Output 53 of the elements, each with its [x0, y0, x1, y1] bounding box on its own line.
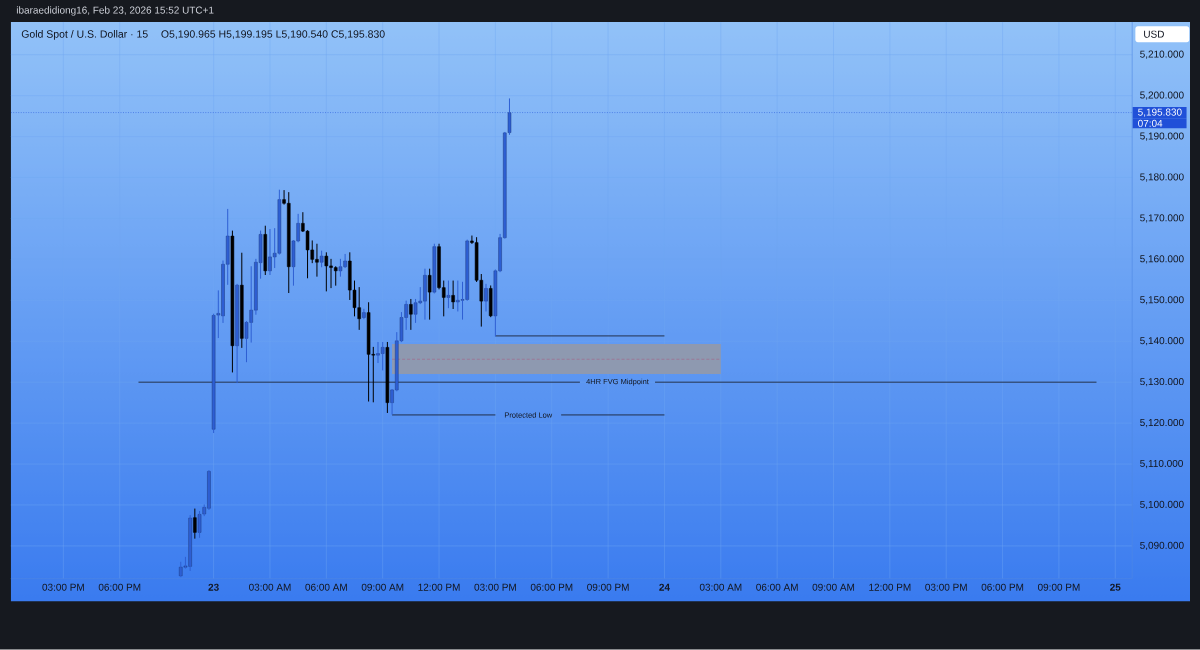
x-tick-label: 06:00 AM	[756, 583, 798, 591]
candlestick	[366, 302, 371, 402]
ref-line-label: 5,195.830	[1138, 108, 1182, 118]
x-tick-label: 06:00 AM	[305, 583, 347, 591]
y-tick-label: 5,160.000	[1140, 255, 1184, 264]
y-tick-label: 5,130.000	[1140, 378, 1184, 387]
candlestick	[380, 342, 385, 371]
candlestick	[277, 189, 282, 255]
candlestick	[197, 511, 202, 539]
x-tick-label: 06:00 PM	[98, 583, 141, 591]
candlestick	[446, 280, 451, 309]
candlestick	[488, 285, 493, 318]
candlestick	[333, 266, 338, 286]
candlestick	[230, 230, 235, 373]
y-tick-label: 5,150.000	[1140, 296, 1184, 305]
candlestick	[193, 508, 197, 539]
y-tick-label: 5,180.000	[1140, 173, 1184, 182]
x-tick-label: 12:00 PM	[418, 583, 460, 591]
candlestick	[385, 342, 390, 414]
y-tick-label: 5,120.000	[1140, 419, 1184, 428]
x-tick-label: 25	[1110, 583, 1121, 591]
candlestick	[427, 268, 432, 320]
y-tick-label: 5,100.000	[1140, 501, 1184, 510]
text: O5,190.965 H5,199.195 L5,190.540 C5,195.830	[161, 30, 385, 40]
x-tick-label: 09:00 PM	[587, 583, 629, 591]
x-tick-label: 12:00 PM	[869, 583, 911, 591]
candlestick	[211, 313, 216, 434]
x-tick-label: 24	[659, 583, 670, 591]
x-tick-label: 03:00 AM	[249, 583, 291, 591]
x-tick-label: 06:00 PM	[981, 583, 1024, 591]
candlestick	[413, 299, 418, 324]
y-tick-label: 5,190.000	[1140, 132, 1184, 141]
y-tick-label: 5,140.000	[1140, 337, 1184, 346]
x-tick-label: 03:00 PM	[925, 583, 967, 591]
candlestick	[319, 250, 324, 268]
text: 07:04	[1138, 120, 1163, 128]
x-tick-label: 03:00 AM	[699, 583, 742, 591]
x-tick-label: 09:00 AM	[812, 583, 855, 591]
x-tick-label: 23	[208, 583, 219, 592]
text: ibaraedidiong16, Feb 23, 2026 15:52 UTC+1	[16, 6, 214, 16]
y-tick-label: 5,110.000	[1140, 460, 1183, 469]
x-tick-label: 09:00 PM	[1037, 583, 1080, 591]
y-tick-label: 5,170.000	[1140, 214, 1184, 223]
y-axis-title: USD	[1144, 30, 1164, 38]
x-tick-label: 03:00 PM	[42, 583, 84, 591]
y-tick-label: 5,210.000	[1140, 50, 1184, 60]
text: Gold Spot / U.S. Dollar · 15	[21, 30, 148, 41]
y-tick-label: 5,200.000	[1140, 91, 1184, 101]
candlestick	[324, 252, 329, 292]
y-tick-label: 5,090.000	[1140, 542, 1184, 551]
x-tick-label: 03:00 PM	[474, 583, 516, 591]
x-tick-label: 09:00 AM	[361, 583, 404, 591]
x-tick-label: 06:00 PM	[530, 583, 573, 591]
